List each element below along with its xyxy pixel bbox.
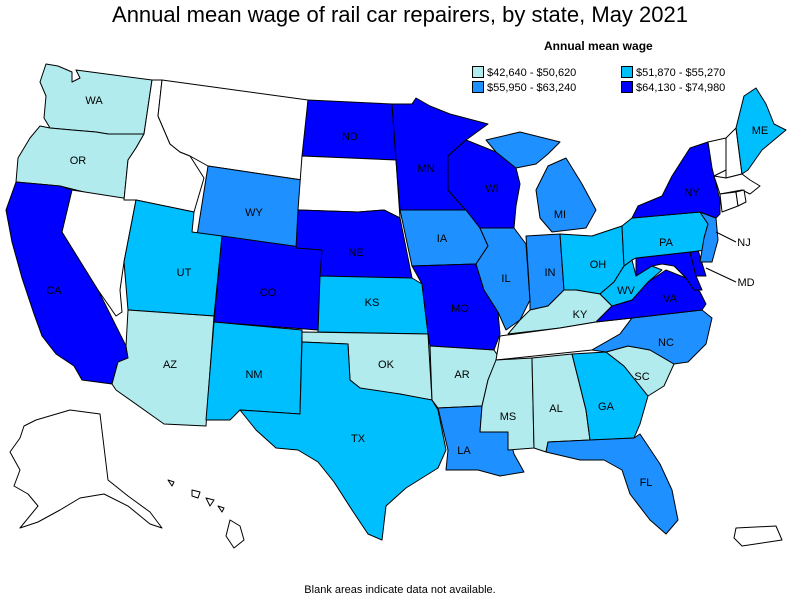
state-ak[interactable] <box>9 409 163 529</box>
state-co[interactable] <box>213 235 323 331</box>
state-pr[interactable] <box>733 525 783 547</box>
footnote: Blank areas indicate data not available. <box>304 584 496 596</box>
state-label-me: ME <box>752 125 769 137</box>
state-label-ms: MS <box>500 411 517 423</box>
state-label-wi: WI <box>485 183 498 195</box>
legend-swatch <box>472 81 484 93</box>
state-label-fl: FL <box>640 477 653 489</box>
legend-label: $42,640 - $50,620 <box>487 67 577 79</box>
legend-item-bin-2: $51,870 - $55,270 <box>621 66 725 79</box>
state-label-ut: UT <box>177 267 192 279</box>
state-label-az: AZ <box>163 359 177 371</box>
state-fl[interactable] <box>545 433 679 535</box>
state-me[interactable] <box>735 87 787 175</box>
state-sd[interactable] <box>297 155 401 219</box>
state-label-mn: MN <box>417 163 434 175</box>
legend-swatch <box>472 66 484 78</box>
state-label-nc: NC <box>658 337 674 349</box>
state-hi[interactable] <box>167 479 245 549</box>
state-label-ar: AR <box>454 369 469 381</box>
legend-label: $55,950 - $63,240 <box>487 82 577 94</box>
legend-label: $64,130 - $74,980 <box>636 82 726 94</box>
state-label-nm: NM <box>245 369 262 381</box>
state-label-il: IL <box>501 273 510 285</box>
state-label-ok: OK <box>378 359 395 371</box>
state-label-nd: ND <box>342 131 358 143</box>
state-label-sc: SC <box>634 371 649 383</box>
legend-item-bin-3: $55,950 - $63,240 <box>472 81 576 94</box>
state-nj[interactable] <box>699 211 719 263</box>
state-label-ia: IA <box>437 233 448 245</box>
state-mi[interactable] <box>485 131 597 233</box>
state-label-ca: CA <box>46 285 62 297</box>
state-ma[interactable] <box>713 173 761 195</box>
legend-title: Annual mean wage <box>544 39 653 53</box>
state-label-md: MD <box>737 277 754 289</box>
map-title: Annual mean wage of rail car repairers, … <box>112 2 688 27</box>
legend-label: $51,870 - $55,270 <box>636 67 726 79</box>
state-ct[interactable] <box>719 191 739 213</box>
legend-item-bin-4: $64,130 - $74,980 <box>621 81 725 94</box>
state-label-ny: NY <box>684 187 700 199</box>
state-tx[interactable] <box>239 341 447 541</box>
legend-swatch <box>621 66 633 78</box>
state-label-mo: MO <box>451 303 469 315</box>
state-label-co: CO <box>260 287 277 299</box>
state-il[interactable] <box>475 227 531 331</box>
state-label-wy: WY <box>245 207 263 219</box>
legend-swatch <box>621 81 633 93</box>
state-label-la: LA <box>457 445 471 457</box>
state-labels: WA OR CA WY UT AZ CO NM ND NE KS OK TX M… <box>46 95 768 489</box>
state-label-or: OR <box>70 155 87 167</box>
state-nd[interactable] <box>301 99 397 161</box>
legend-item-bin-1: $42,640 - $50,620 <box>472 66 576 79</box>
state-label-al: AL <box>549 403 562 415</box>
state-wi[interactable] <box>447 139 521 229</box>
state-label-va: VA <box>663 293 678 305</box>
state-label-tx: TX <box>351 433 366 445</box>
state-label-ky: KY <box>573 309 588 321</box>
state-label-wv: WV <box>617 285 635 297</box>
state-label-ga: GA <box>598 401 615 413</box>
state-vt[interactable] <box>707 137 727 177</box>
state-ri[interactable] <box>735 189 747 207</box>
state-label-nj: NJ <box>737 237 750 249</box>
nj-leader-line <box>715 231 737 243</box>
state-ny[interactable] <box>631 141 721 219</box>
md-leader-line <box>705 267 737 283</box>
state-label-pa: PA <box>659 237 674 249</box>
state-label-ne: NE <box>348 247 363 259</box>
state-label-oh: OH <box>590 259 607 271</box>
state-label-ks: KS <box>365 297 380 309</box>
state-label-mi: MI <box>554 209 566 221</box>
state-label-in: IN <box>545 267 556 279</box>
state-nc[interactable] <box>591 309 713 365</box>
state-label-wa: WA <box>85 95 103 107</box>
